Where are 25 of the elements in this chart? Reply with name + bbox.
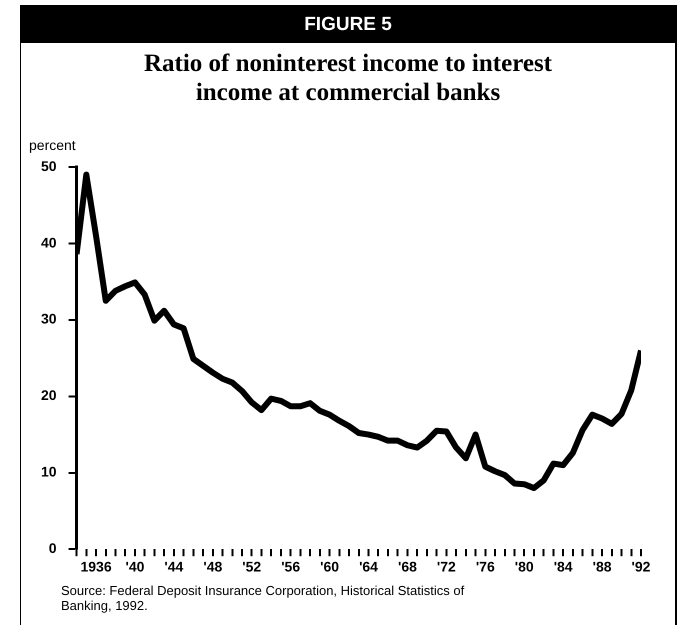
y-tick-label: 0 bbox=[48, 540, 57, 556]
source-note: Source: Federal Deposit Insurance Corporation, Historical Statistics of Banking, 1992. bbox=[61, 583, 466, 613]
x-tick-label: '92 bbox=[632, 558, 651, 574]
y-tick-label: 40 bbox=[40, 234, 57, 250]
chart-subtitle: Ratio of noninterest income to interest income at commercial banks bbox=[142, 49, 554, 107]
x-tick-label: '52 bbox=[242, 558, 262, 574]
y-tick-label: 30 bbox=[40, 310, 57, 327]
x-tick-label: '64 bbox=[359, 558, 378, 574]
x-tick-label: '48 bbox=[203, 558, 222, 574]
y-tick-label: 10 bbox=[40, 464, 57, 480]
y-tick-label: 20 bbox=[40, 387, 57, 404]
x-tick-label: '76 bbox=[476, 558, 495, 574]
x-tick-label: '56 bbox=[281, 558, 300, 574]
x-tick-label: 1936 bbox=[80, 558, 112, 574]
x-tick-label: '60 bbox=[320, 558, 340, 574]
x-tick-label: '72 bbox=[436, 558, 456, 574]
x-tick-label: '88 bbox=[592, 558, 612, 574]
y-tick-label: 50 bbox=[40, 158, 57, 174]
x-tick-label: '40 bbox=[126, 558, 145, 574]
x-tick-label: '68 bbox=[398, 558, 418, 574]
x-tick-label: '80 bbox=[514, 558, 534, 574]
x-tick-label: '84 bbox=[554, 558, 573, 574]
y-axis-title: percent bbox=[29, 136, 76, 153]
chart-title: FIGURE 5 bbox=[21, 5, 675, 43]
x-tick-label: '44 bbox=[164, 558, 184, 574]
